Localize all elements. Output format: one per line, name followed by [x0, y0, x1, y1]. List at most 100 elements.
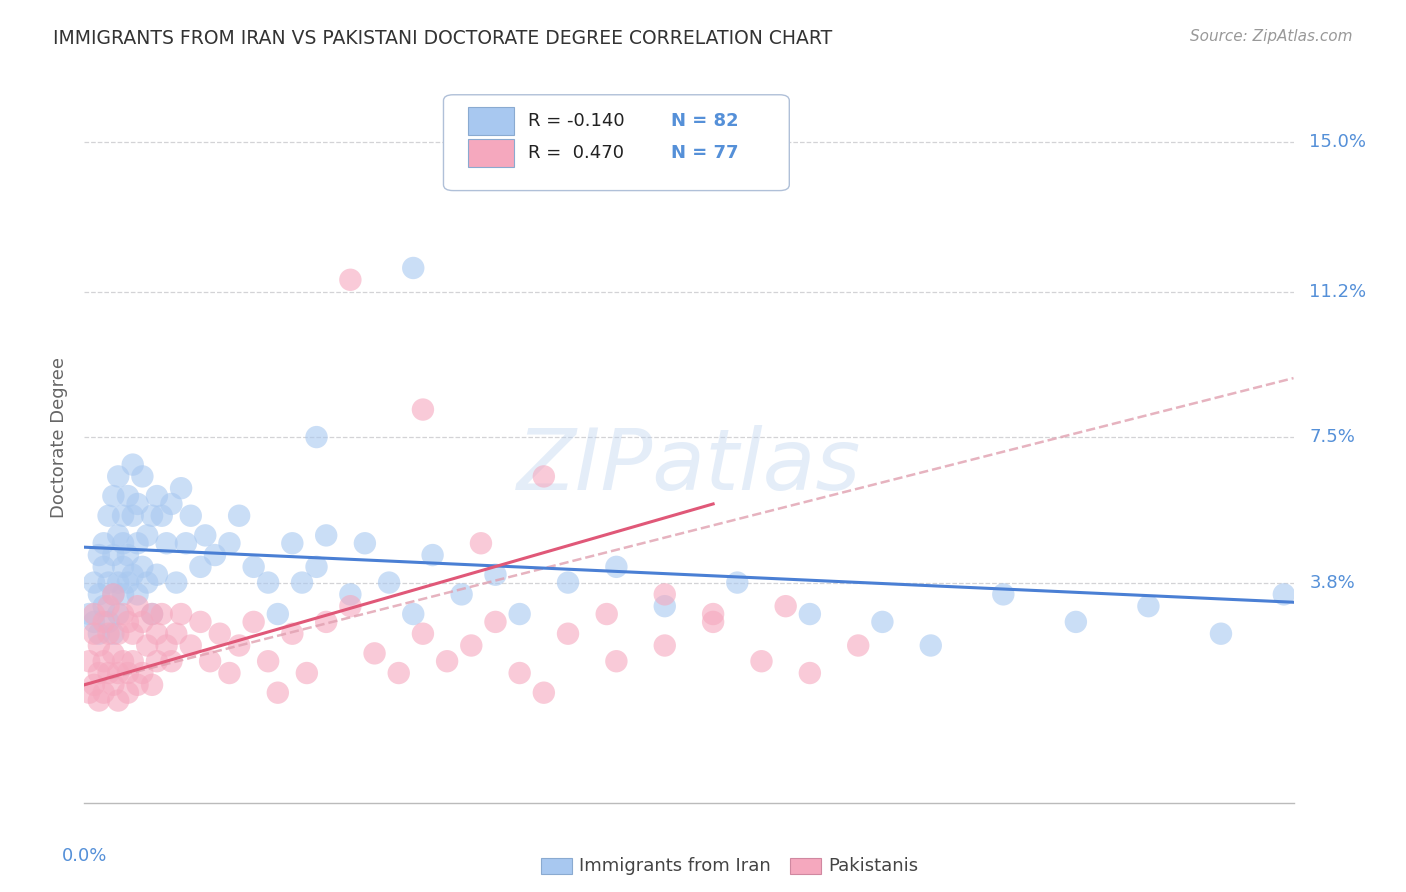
- Point: [799, 666, 821, 681]
- Point: [121, 626, 143, 640]
- Point: [242, 615, 264, 629]
- Point: [412, 402, 434, 417]
- Point: [112, 536, 135, 550]
- FancyBboxPatch shape: [443, 95, 789, 191]
- Point: [141, 678, 163, 692]
- Text: 7.5%: 7.5%: [1309, 428, 1355, 446]
- Y-axis label: Doctorate Degree: Doctorate Degree: [49, 357, 67, 517]
- Point: [77, 607, 100, 621]
- Point: [775, 599, 797, 614]
- Point: [136, 575, 159, 590]
- Point: [228, 508, 250, 523]
- Point: [190, 615, 212, 629]
- Point: [208, 626, 231, 640]
- Text: 3.8%: 3.8%: [1309, 574, 1355, 591]
- Point: [194, 528, 217, 542]
- Point: [103, 587, 125, 601]
- Point: [146, 626, 169, 640]
- Point: [83, 626, 105, 640]
- Point: [702, 607, 724, 621]
- Point: [97, 615, 120, 629]
- Point: [460, 639, 482, 653]
- Point: [150, 607, 173, 621]
- Text: Source: ZipAtlas.com: Source: ZipAtlas.com: [1189, 29, 1353, 44]
- Point: [872, 615, 894, 629]
- Point: [702, 615, 724, 629]
- Point: [77, 686, 100, 700]
- Point: [1272, 587, 1295, 601]
- Point: [117, 615, 139, 629]
- FancyBboxPatch shape: [468, 139, 513, 167]
- Point: [1064, 615, 1087, 629]
- Point: [170, 607, 193, 621]
- Point: [267, 686, 290, 700]
- Point: [131, 469, 153, 483]
- Point: [605, 654, 627, 668]
- Point: [1209, 626, 1232, 640]
- Point: [77, 654, 100, 668]
- Point: [267, 607, 290, 621]
- Point: [93, 615, 115, 629]
- Point: [117, 489, 139, 503]
- Point: [87, 548, 110, 562]
- Point: [146, 567, 169, 582]
- Point: [127, 587, 149, 601]
- Point: [509, 607, 531, 621]
- Point: [422, 548, 444, 562]
- Text: 11.2%: 11.2%: [1309, 283, 1367, 301]
- Point: [291, 575, 314, 590]
- Point: [470, 536, 492, 550]
- Point: [257, 575, 280, 590]
- Point: [1137, 599, 1160, 614]
- Text: IMMIGRANTS FROM IRAN VS PAKISTANI DOCTORATE DEGREE CORRELATION CHART: IMMIGRANTS FROM IRAN VS PAKISTANI DOCTOR…: [53, 29, 832, 47]
- Point: [204, 548, 226, 562]
- Point: [339, 587, 361, 601]
- Point: [242, 559, 264, 574]
- Point: [180, 508, 202, 523]
- Point: [93, 686, 115, 700]
- Point: [93, 559, 115, 574]
- Point: [218, 536, 240, 550]
- Point: [83, 607, 105, 621]
- Text: N = 77: N = 77: [671, 145, 738, 162]
- Point: [725, 575, 748, 590]
- Point: [112, 587, 135, 601]
- Point: [141, 607, 163, 621]
- Point: [83, 615, 105, 629]
- Point: [170, 481, 193, 495]
- Point: [484, 615, 506, 629]
- Point: [305, 559, 328, 574]
- Point: [198, 654, 221, 668]
- Point: [654, 639, 676, 653]
- Point: [127, 497, 149, 511]
- Point: [87, 693, 110, 707]
- Text: R = -0.140: R = -0.140: [529, 112, 624, 130]
- Point: [363, 646, 385, 660]
- Point: [107, 666, 129, 681]
- Point: [136, 639, 159, 653]
- Point: [107, 575, 129, 590]
- Point: [146, 654, 169, 668]
- Point: [174, 536, 197, 550]
- Point: [654, 587, 676, 601]
- Point: [131, 559, 153, 574]
- Point: [160, 497, 183, 511]
- Point: [190, 559, 212, 574]
- Point: [121, 508, 143, 523]
- Point: [93, 536, 115, 550]
- Point: [388, 666, 411, 681]
- Point: [97, 599, 120, 614]
- Point: [751, 654, 773, 668]
- Point: [103, 587, 125, 601]
- Point: [136, 528, 159, 542]
- Point: [509, 666, 531, 681]
- Point: [533, 469, 555, 483]
- Point: [141, 508, 163, 523]
- Point: [412, 626, 434, 640]
- Point: [339, 273, 361, 287]
- Point: [605, 559, 627, 574]
- Point: [127, 599, 149, 614]
- Point: [107, 528, 129, 542]
- Point: [93, 599, 115, 614]
- Point: [131, 615, 153, 629]
